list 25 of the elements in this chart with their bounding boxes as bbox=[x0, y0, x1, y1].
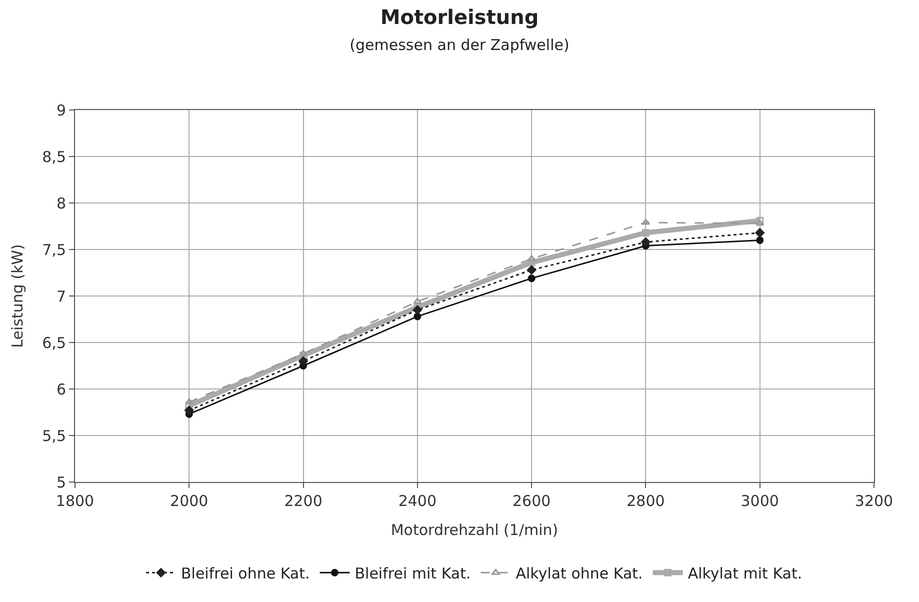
x-tick-label: 2400 bbox=[398, 492, 437, 510]
x-tick-label: 2600 bbox=[512, 492, 551, 510]
legend-label: Alkylat ohne Kat. bbox=[516, 564, 643, 582]
y-tick-label: 8 bbox=[56, 194, 66, 212]
legend-label: Bleifrei mit Kat. bbox=[354, 564, 471, 582]
x-tick-label: 2200 bbox=[284, 492, 322, 510]
legend-label: Bleifrei ohne Kat. bbox=[181, 564, 310, 582]
y-tick-label: 9 bbox=[56, 101, 66, 120]
x-axis-title: Motordrehzahl (1/min) bbox=[390, 521, 558, 539]
legend-label: Alkylat mit Kat. bbox=[688, 564, 802, 582]
chart-subtitle: (gemessen an der Zapfwelle) bbox=[350, 36, 570, 54]
y-tick-label: 6,5 bbox=[42, 334, 66, 352]
chart-title: Motorleistung bbox=[380, 5, 539, 30]
y-tick-label: 6 bbox=[56, 380, 66, 398]
y-tick-label: 5,5 bbox=[42, 426, 66, 445]
x-tick-label: 3000 bbox=[740, 492, 779, 510]
x-tick-label: 2800 bbox=[626, 492, 665, 510]
y-tick-label: 7 bbox=[56, 287, 66, 306]
x-tick-label: 3200 bbox=[854, 492, 894, 510]
y-tick-label: 7,5 bbox=[42, 240, 66, 259]
y-axis-title: Leistung (kW) bbox=[8, 244, 26, 348]
y-tick-label: 5 bbox=[56, 473, 66, 492]
x-tick-label: 1800 bbox=[56, 492, 94, 510]
y-tick-label: 8,5 bbox=[42, 148, 66, 166]
x-tick-label: 2000 bbox=[170, 492, 208, 510]
